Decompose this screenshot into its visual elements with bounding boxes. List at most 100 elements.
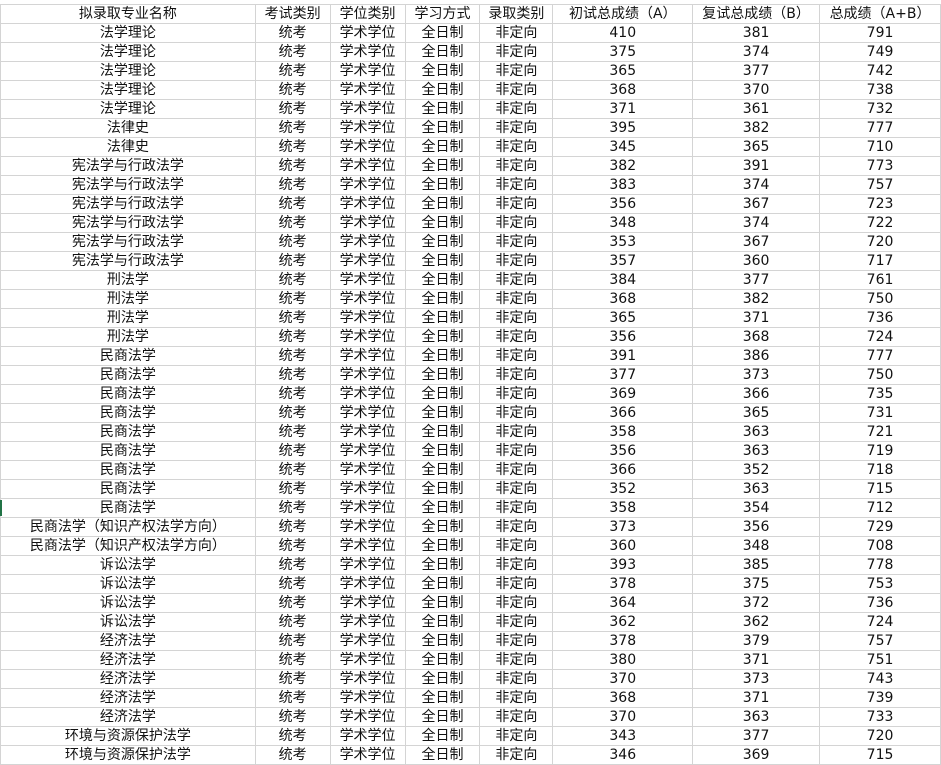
cell-total-score[interactable]: 749 xyxy=(819,42,941,62)
cell-prelim-score[interactable]: 378 xyxy=(552,631,694,651)
cell-study-mode[interactable]: 全日制 xyxy=(404,536,481,556)
cell-total-score[interactable]: 773 xyxy=(819,156,941,176)
cell-study-mode[interactable]: 全日制 xyxy=(404,688,481,708)
cell-exam-type[interactable]: 统考 xyxy=(254,308,331,328)
cell-study-mode[interactable]: 全日制 xyxy=(404,612,481,632)
cell-study-mode[interactable]: 全日制 xyxy=(404,118,481,138)
cell-study-mode[interactable]: 全日制 xyxy=(404,422,481,442)
cell-major-name[interactable]: 民商法学（知识产权法学方向） xyxy=(0,517,256,537)
cell-exam-type[interactable]: 统考 xyxy=(254,251,331,271)
header-major-name[interactable]: 拟录取专业名称 xyxy=(0,4,256,24)
cell-study-mode[interactable]: 全日制 xyxy=(404,156,481,176)
cell-total-score[interactable]: 777 xyxy=(819,346,941,366)
cell-total-score[interactable]: 753 xyxy=(819,574,941,594)
cell-retest-score[interactable]: 377 xyxy=(692,726,821,746)
cell-prelim-score[interactable]: 365 xyxy=(552,61,694,81)
cell-retest-score[interactable]: 385 xyxy=(692,555,821,575)
cell-retest-score[interactable]: 363 xyxy=(692,422,821,442)
cell-degree-type[interactable]: 学术学位 xyxy=(329,612,406,632)
cell-exam-type[interactable]: 统考 xyxy=(254,365,331,385)
cell-exam-type[interactable]: 统考 xyxy=(254,574,331,594)
cell-exam-type[interactable]: 统考 xyxy=(254,213,331,233)
cell-prelim-score[interactable]: 410 xyxy=(552,23,694,43)
cell-exam-type[interactable]: 统考 xyxy=(254,346,331,366)
cell-exam-type[interactable]: 统考 xyxy=(254,479,331,499)
cell-prelim-score[interactable]: 391 xyxy=(552,346,694,366)
cell-major-name[interactable]: 宪法学与行政法学 xyxy=(0,175,256,195)
cell-prelim-score[interactable]: 384 xyxy=(552,270,694,290)
cell-admission-type[interactable]: 非定向 xyxy=(479,213,554,233)
cell-admission-type[interactable]: 非定向 xyxy=(479,498,554,518)
cell-total-score[interactable]: 736 xyxy=(819,308,941,328)
cell-total-score[interactable]: 715 xyxy=(819,745,941,765)
cell-study-mode[interactable]: 全日制 xyxy=(404,707,481,727)
cell-degree-type[interactable]: 学术学位 xyxy=(329,650,406,670)
cell-study-mode[interactable]: 全日制 xyxy=(404,270,481,290)
cell-total-score[interactable]: 757 xyxy=(819,631,941,651)
cell-major-name[interactable]: 法学理论 xyxy=(0,42,256,62)
cell-admission-type[interactable]: 非定向 xyxy=(479,308,554,328)
cell-major-name[interactable]: 民商法学 xyxy=(0,422,256,442)
cell-total-score[interactable]: 729 xyxy=(819,517,941,537)
cell-degree-type[interactable]: 学术学位 xyxy=(329,669,406,689)
cell-total-score[interactable]: 733 xyxy=(819,707,941,727)
cell-study-mode[interactable]: 全日制 xyxy=(404,631,481,651)
cell-major-name[interactable]: 民商法学（知识产权法学方向） xyxy=(0,536,256,556)
cell-prelim-score[interactable]: 366 xyxy=(552,403,694,423)
cell-exam-type[interactable]: 统考 xyxy=(254,80,331,100)
cell-study-mode[interactable]: 全日制 xyxy=(404,745,481,765)
cell-major-name[interactable]: 诉讼法学 xyxy=(0,612,256,632)
cell-admission-type[interactable]: 非定向 xyxy=(479,422,554,442)
cell-admission-type[interactable]: 非定向 xyxy=(479,194,554,214)
cell-retest-score[interactable]: 365 xyxy=(692,403,821,423)
cell-retest-score[interactable]: 370 xyxy=(692,80,821,100)
cell-exam-type[interactable]: 统考 xyxy=(254,726,331,746)
cell-prelim-score[interactable]: 346 xyxy=(552,745,694,765)
cell-major-name[interactable]: 法学理论 xyxy=(0,80,256,100)
cell-major-name[interactable]: 法律史 xyxy=(0,137,256,157)
cell-study-mode[interactable]: 全日制 xyxy=(404,232,481,252)
cell-major-name[interactable]: 经济法学 xyxy=(0,631,256,651)
cell-prelim-score[interactable]: 382 xyxy=(552,156,694,176)
cell-total-score[interactable]: 751 xyxy=(819,650,941,670)
cell-total-score[interactable]: 718 xyxy=(819,460,941,480)
cell-total-score[interactable]: 738 xyxy=(819,80,941,100)
cell-total-score[interactable]: 791 xyxy=(819,23,941,43)
cell-exam-type[interactable]: 统考 xyxy=(254,327,331,347)
cell-degree-type[interactable]: 学术学位 xyxy=(329,384,406,404)
cell-prelim-score[interactable]: 370 xyxy=(552,669,694,689)
cell-retest-score[interactable]: 382 xyxy=(692,118,821,138)
cell-total-score[interactable]: 723 xyxy=(819,194,941,214)
cell-admission-type[interactable]: 非定向 xyxy=(479,650,554,670)
cell-degree-type[interactable]: 学术学位 xyxy=(329,23,406,43)
cell-degree-type[interactable]: 学术学位 xyxy=(329,517,406,537)
cell-total-score[interactable]: 777 xyxy=(819,118,941,138)
cell-retest-score[interactable]: 363 xyxy=(692,441,821,461)
cell-exam-type[interactable]: 统考 xyxy=(254,23,331,43)
cell-retest-score[interactable]: 363 xyxy=(692,707,821,727)
cell-retest-score[interactable]: 367 xyxy=(692,194,821,214)
cell-retest-score[interactable]: 374 xyxy=(692,175,821,195)
cell-prelim-score[interactable]: 393 xyxy=(552,555,694,575)
cell-degree-type[interactable]: 学术学位 xyxy=(329,61,406,81)
cell-admission-type[interactable]: 非定向 xyxy=(479,327,554,347)
cell-exam-type[interactable]: 统考 xyxy=(254,688,331,708)
cell-study-mode[interactable]: 全日制 xyxy=(404,555,481,575)
cell-total-score[interactable]: 720 xyxy=(819,232,941,252)
header-admission-type[interactable]: 录取类别 xyxy=(479,4,554,24)
cell-total-score[interactable]: 735 xyxy=(819,384,941,404)
cell-prelim-score[interactable]: 356 xyxy=(552,441,694,461)
cell-major-name[interactable]: 刑法学 xyxy=(0,308,256,328)
cell-degree-type[interactable]: 学术学位 xyxy=(329,194,406,214)
cell-degree-type[interactable]: 学术学位 xyxy=(329,137,406,157)
cell-prelim-score[interactable]: 358 xyxy=(552,498,694,518)
cell-total-score[interactable]: 712 xyxy=(819,498,941,518)
cell-exam-type[interactable]: 统考 xyxy=(254,555,331,575)
cell-degree-type[interactable]: 学术学位 xyxy=(329,289,406,309)
cell-admission-type[interactable]: 非定向 xyxy=(479,232,554,252)
cell-retest-score[interactable]: 391 xyxy=(692,156,821,176)
cell-study-mode[interactable]: 全日制 xyxy=(404,441,481,461)
cell-major-name[interactable]: 诉讼法学 xyxy=(0,574,256,594)
cell-total-score[interactable]: 717 xyxy=(819,251,941,271)
cell-study-mode[interactable]: 全日制 xyxy=(404,42,481,62)
